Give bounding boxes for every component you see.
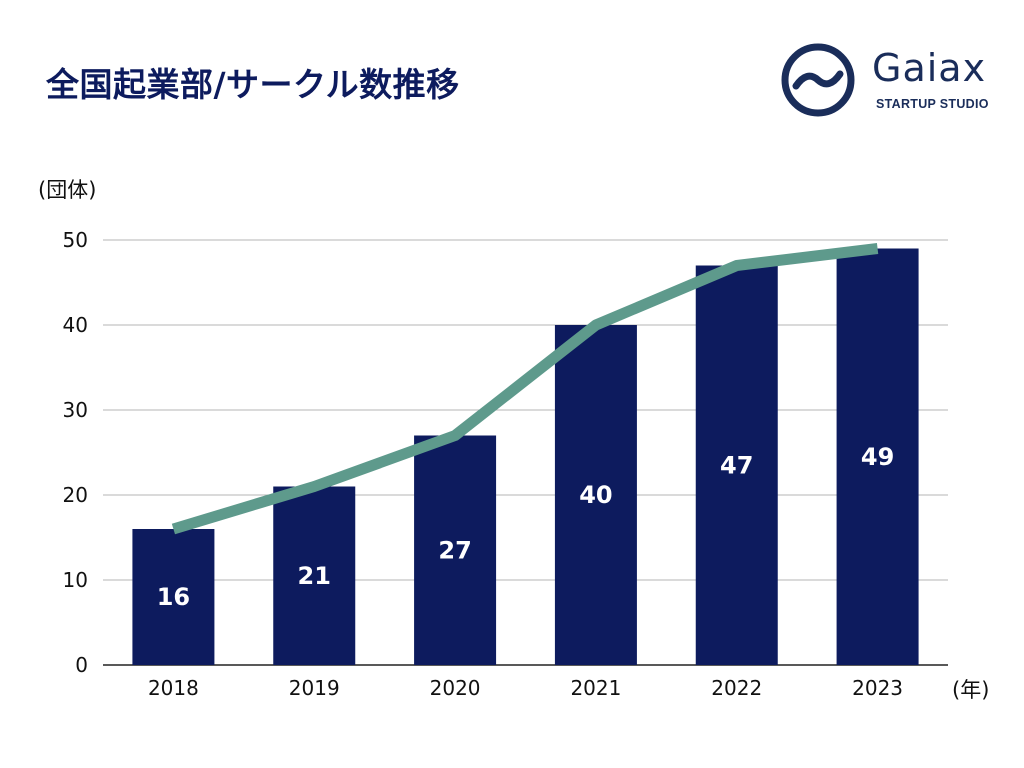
bar	[695, 265, 778, 665]
data-label: 27	[438, 536, 471, 564]
x-tick-labels: 2018 2019 2020 2021 2022 2023	[148, 676, 903, 700]
x-tick-label: 2022	[711, 676, 762, 700]
gaiax-logo-icon	[781, 43, 855, 117]
data-label: 49	[861, 443, 894, 471]
bar	[132, 529, 215, 665]
y-tick-label: 50	[63, 228, 88, 252]
data-label: 47	[720, 451, 753, 479]
y-tick-label: 40	[63, 313, 88, 337]
logo-wordmark: Gaiax	[872, 46, 987, 90]
x-tick-label: 2020	[430, 676, 481, 700]
x-tick-label: 2023	[852, 676, 903, 700]
data-label: 16	[157, 583, 190, 611]
y-tick-label: 20	[63, 483, 88, 507]
bar	[554, 325, 637, 665]
y-axis-unit: (団体)	[38, 178, 97, 202]
data-label: 40	[579, 481, 612, 509]
bar	[273, 486, 356, 665]
gaiax-logo: Gaiax STARTUP STUDIO	[780, 40, 1000, 120]
bars	[132, 248, 919, 665]
trend-line	[171, 243, 879, 535]
x-axis-unit: (年)	[952, 678, 990, 702]
trend-line-layer	[171, 243, 879, 535]
bar	[836, 248, 919, 665]
x-tick-label: 2018	[148, 676, 199, 700]
bar	[414, 435, 497, 665]
x-tick-label: 2019	[289, 676, 340, 700]
grid-lines	[103, 239, 948, 666]
logo-subtitle: STARTUP STUDIO	[876, 97, 989, 111]
data-label: 21	[298, 562, 331, 590]
y-tick-label: 0	[75, 653, 88, 677]
y-tick-label: 10	[63, 568, 88, 592]
page-title: 全国起業部/サークル数推移	[46, 65, 460, 104]
data-labels: 16 21 27 40 47 49	[157, 443, 895, 611]
y-tick-labels: 0 10 20 30 40 50	[63, 228, 88, 677]
y-tick-label: 30	[63, 398, 88, 422]
x-tick-label: 2021	[570, 676, 621, 700]
